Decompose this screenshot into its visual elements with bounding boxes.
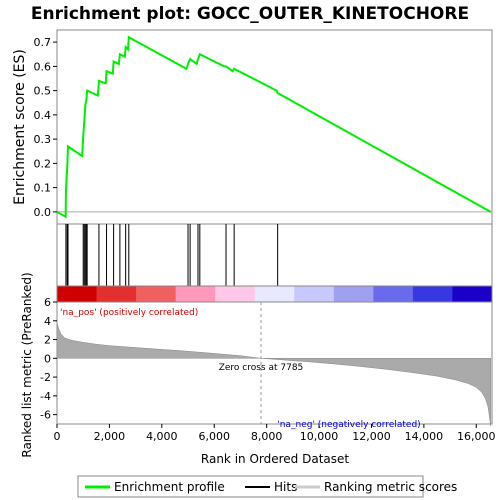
es-ytick-label: 0.4 — [34, 109, 52, 122]
metric-ytick-label: 0 — [44, 352, 51, 365]
legend-label-hits: Hits — [274, 480, 297, 494]
metric-x-axis-label: Rank in Ordered Dataset — [201, 452, 349, 466]
es-plot-area — [56, 29, 493, 225]
metric-x-axis: 0 2,000 4,000 6,000 8,000 10,000 12,000 14,000 1… — [54, 424, 496, 443]
es-ytick-label: 0.7 — [34, 36, 52, 49]
hit-lines — [65, 224, 279, 286]
es-ytick-label: 0.6 — [34, 60, 52, 73]
metric-ytick-label: 4 — [44, 315, 51, 328]
metric-xtick-label: 4,000 — [146, 430, 178, 443]
ranking-metric-area — [56, 322, 491, 426]
heatmap-segment — [175, 286, 216, 302]
heatmap-segment — [136, 286, 177, 302]
legend-label-ranking: Ranking metric scores — [324, 480, 457, 494]
heatmap-segment — [215, 286, 256, 302]
enrichment-profile-line — [56, 35, 492, 219]
rank-heatmap-bar — [56, 285, 493, 303]
metric-xtick-label: 16,000 — [457, 430, 496, 443]
metric-xtick-label: 14,000 — [405, 430, 444, 443]
heatmap-segment — [294, 286, 335, 302]
heatmap-segment — [452, 286, 493, 302]
metric-xtick-label: 2,000 — [94, 430, 126, 443]
metric-y-axis-label: Ranked list metric (PreRanked) — [20, 272, 34, 457]
metric-ytick-label: 6 — [44, 296, 51, 309]
negative-correlation-label: 'na_neg' (negatively correlated) — [277, 420, 420, 430]
es-ytick-label: 0.3 — [34, 133, 52, 146]
heatmap-segment — [373, 286, 414, 302]
metric-ytick-label: -2 — [40, 371, 51, 384]
es-y-axis: 0.0 0.1 0.2 0.3 0.4 0.5 0.6 0.7 — [34, 36, 57, 219]
heatmap-segment — [412, 286, 453, 302]
hits-plot-area — [56, 223, 493, 287]
es-ytick-label: 0.0 — [34, 206, 52, 219]
enrichment-panel: 0.0 0.1 0.2 0.3 0.4 0.5 0.6 0.7 Enrichment scor… — [12, 29, 493, 225]
es-ytick-label: 0.2 — [34, 157, 52, 170]
legend-label-enrichment: Enrichment profile — [114, 480, 225, 494]
es-ytick-label: 0.1 — [34, 182, 52, 195]
legend: Enrichment profile Hits Ranking metric s… — [77, 475, 457, 498]
metric-xtick-label: 12,000 — [352, 430, 391, 443]
heatmap-segment — [254, 286, 295, 302]
heatmap-segment — [96, 286, 137, 302]
metric-xtick-label: 10,000 — [300, 430, 339, 443]
metric-y-axis: -6 -4 -2 0 2 4 6 — [40, 296, 57, 422]
chart-title: Enrichment plot: GOCC_OUTER_KINETOCHORE — [31, 4, 469, 24]
ranked-metric-panel: -6 -4 -2 0 2 4 6 0 2,000 4,000 6,000 8,000 10,000 12… — [20, 272, 496, 466]
metric-ytick-label: -4 — [40, 390, 51, 403]
hits-panel — [56, 223, 493, 287]
metric-xtick-label: 8,000 — [251, 430, 283, 443]
heatmap-segment — [333, 286, 374, 302]
es-ytick-label: 0.5 — [34, 85, 52, 98]
metric-xtick-label: 6,000 — [198, 430, 230, 443]
es-y-axis-label: Enrichment score (ES) — [12, 49, 28, 205]
metric-xtick-label: 0 — [54, 430, 61, 443]
metric-ytick-label: -6 — [40, 409, 51, 422]
heatmap-segment — [57, 286, 98, 302]
positive-correlation-label: 'na_pos' (positively correlated) — [60, 308, 198, 318]
zero-cross-label: Zero cross at 7785 — [219, 363, 304, 373]
metric-ytick-label: 2 — [44, 334, 51, 347]
